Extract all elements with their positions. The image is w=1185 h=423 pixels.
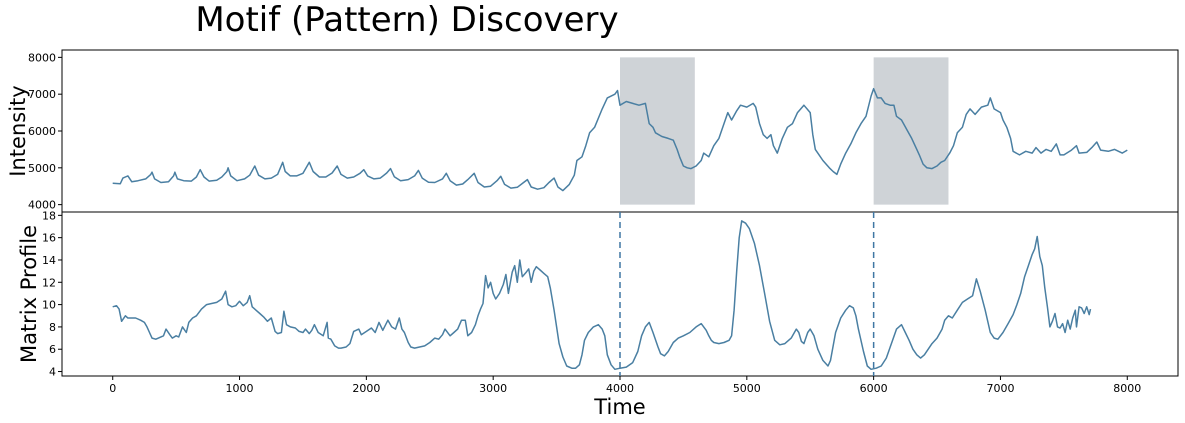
intensity-series-line (112, 87, 1128, 192)
x-tick-label: 1000 (226, 382, 254, 395)
matrix-profile-panel: 4 6 8 10 12 14 16 18 Matrix Profile (17, 209, 1179, 379)
x-tick-label: 4000 (606, 382, 634, 395)
x-tick-label: 3000 (479, 382, 507, 395)
motif-highlight-span-2 (873, 57, 949, 205)
intensity-panel: 4000 5000 6000 7000 8000 Intensity (6, 49, 1179, 213)
y-tick-label: 8 (49, 321, 56, 334)
x-tick-label: 8000 (1113, 382, 1141, 395)
y-tick-label: 4 (49, 366, 56, 379)
x-tick-label: 2000 (352, 382, 380, 395)
y-tick-label: 12 (42, 276, 56, 289)
time-x-label: Time (593, 395, 645, 419)
y-tick-label: 16 (42, 232, 56, 245)
matrix-profile-y-label: Matrix Profile (17, 225, 41, 363)
y-tick-label: 10 (42, 299, 56, 312)
figure-title: Motif (Pattern) Discovery (195, 0, 618, 40)
y-tick-label: 7000 (28, 88, 56, 101)
y-tick-label: 5000 (28, 162, 56, 175)
y-tick-label: 4000 (28, 199, 56, 212)
intensity-y-label: Intensity (6, 85, 30, 176)
x-tick-label: 5000 (733, 382, 761, 395)
x-tick-label: 6000 (860, 382, 888, 395)
x-tick-label: 7000 (986, 382, 1014, 395)
matrix-profile-series-line (112, 220, 1092, 371)
x-tick-label: 0 (109, 382, 116, 395)
time-x-axis: 0 1000 2000 3000 4000 5000 6000 7000 8000 (109, 376, 1141, 395)
y-tick-label: 18 (42, 209, 56, 222)
y-tick-label: 6000 (28, 125, 56, 138)
y-tick-label: 14 (42, 254, 56, 267)
motif-highlight-span-1 (620, 57, 695, 205)
y-tick-label: 6 (49, 343, 56, 356)
y-tick-label: 8000 (28, 51, 56, 64)
